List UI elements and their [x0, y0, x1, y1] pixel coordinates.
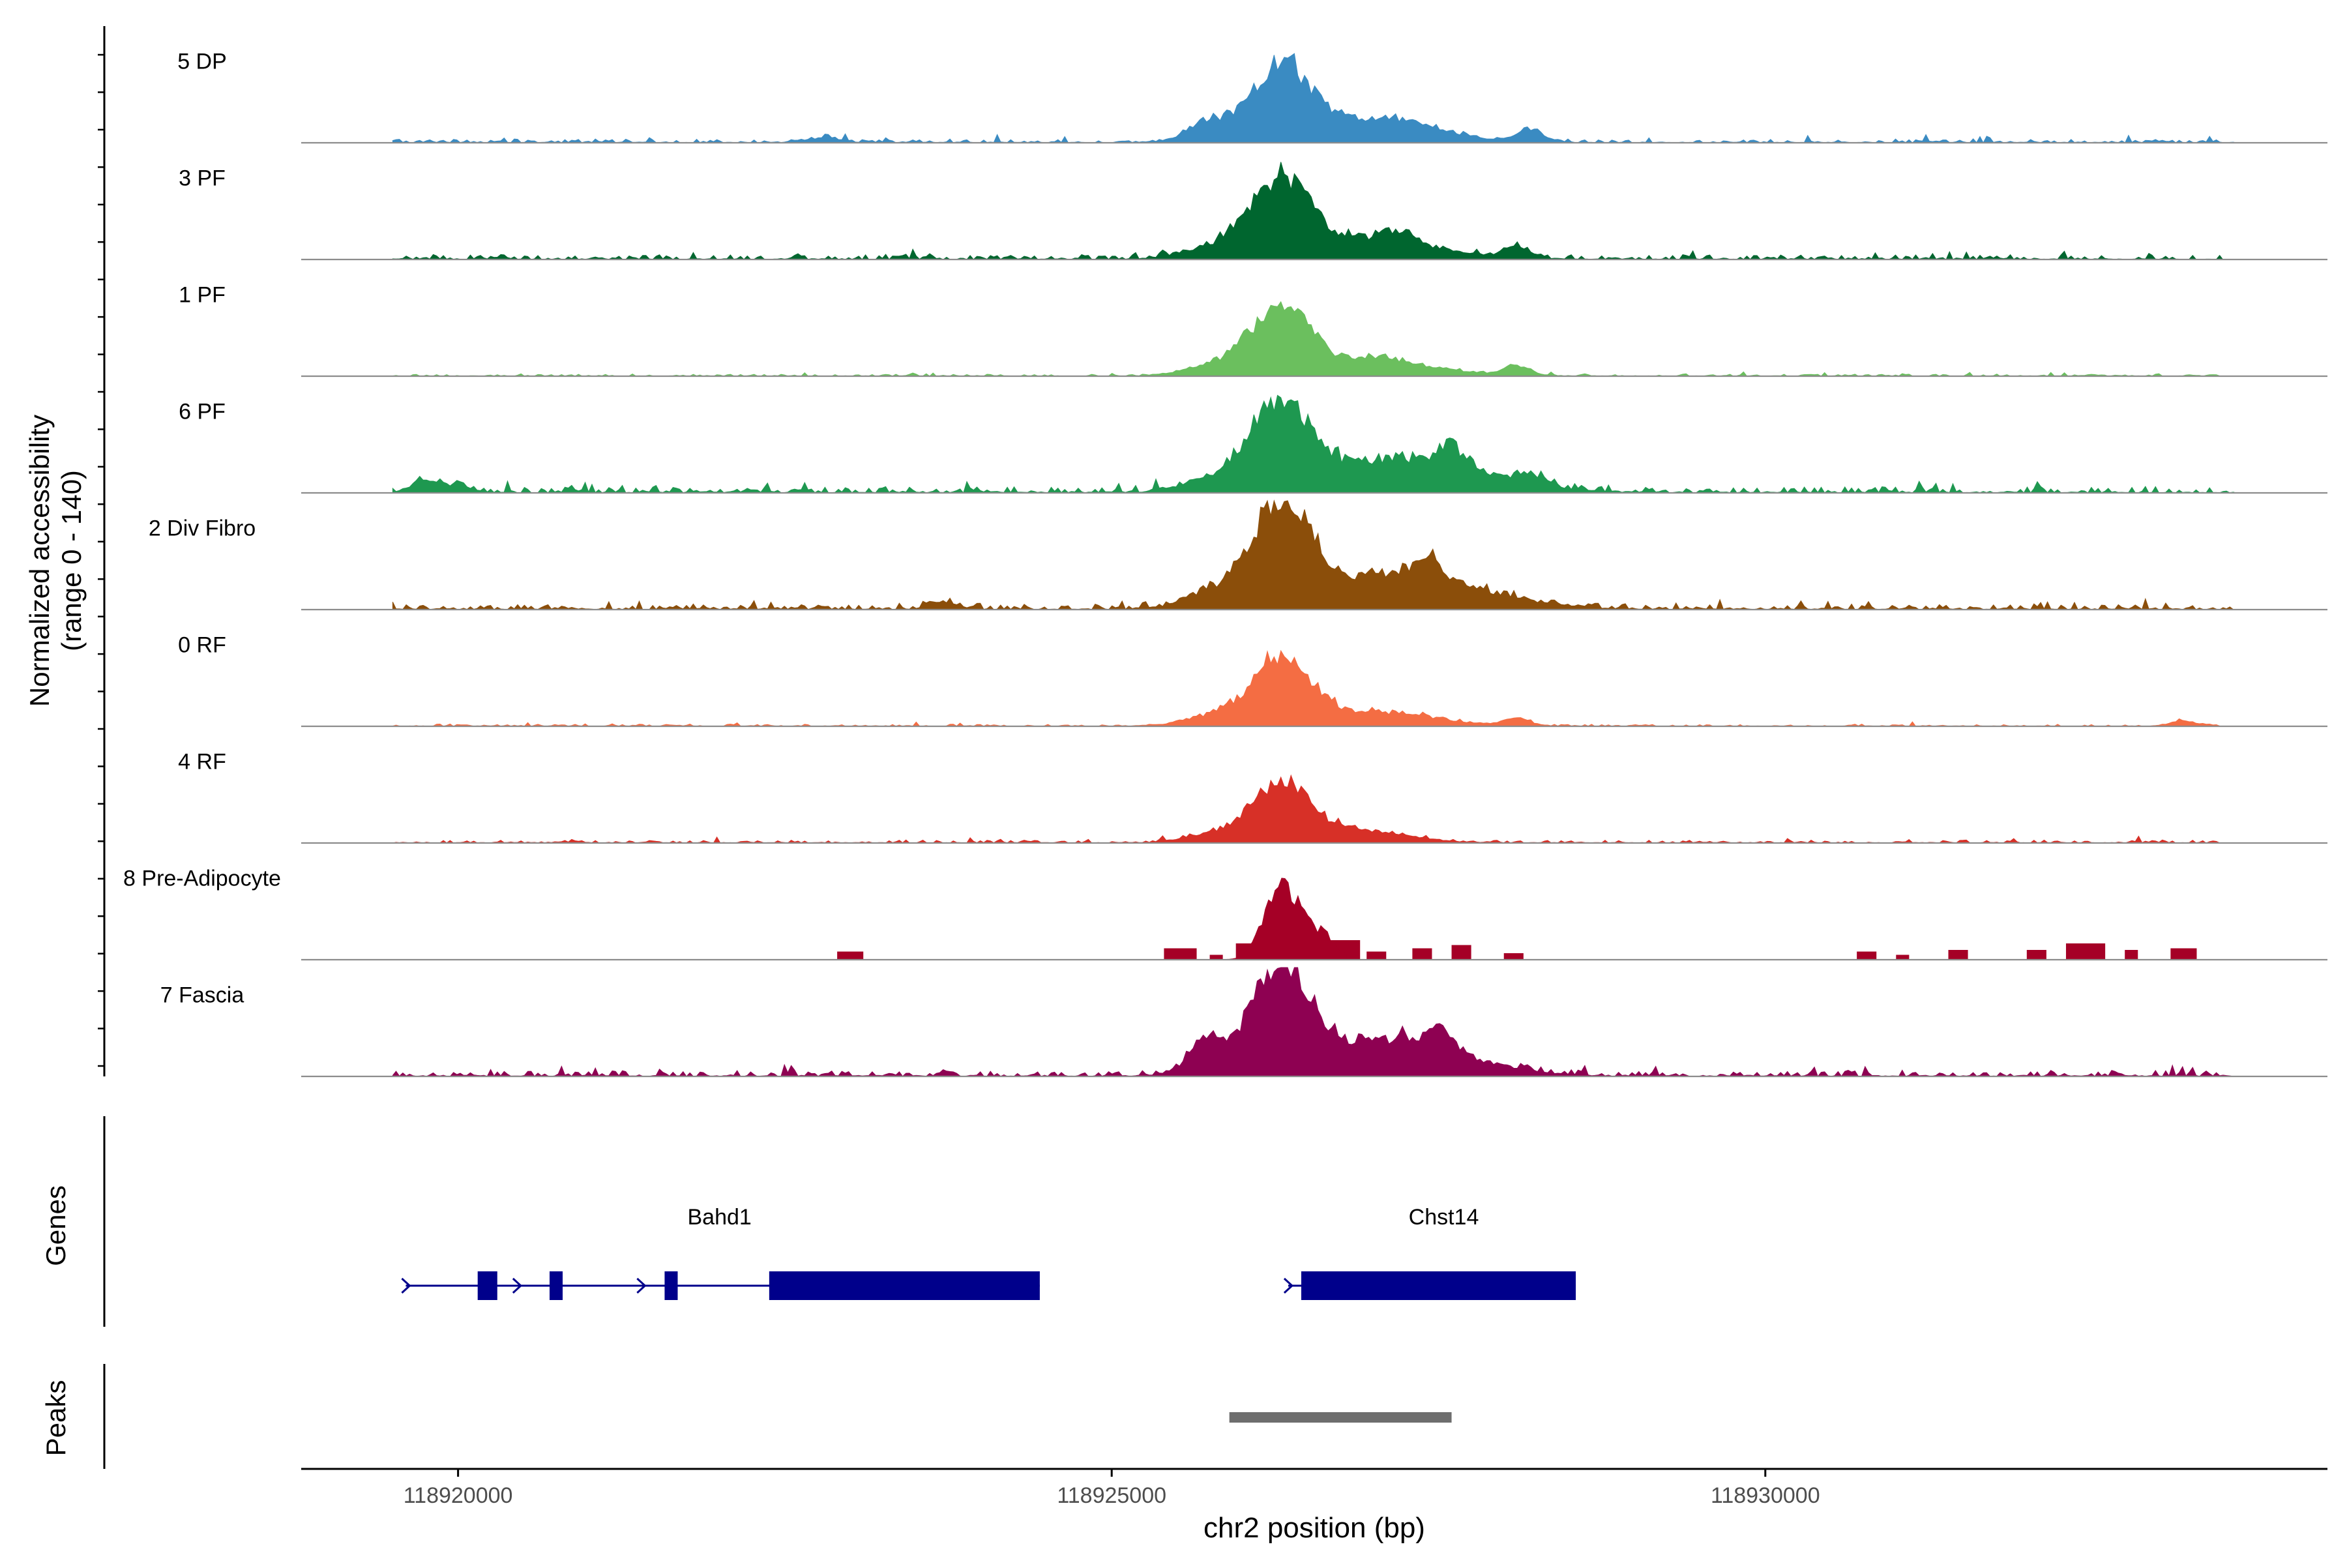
x-tick-label: 118930000 — [1711, 1483, 1820, 1508]
genes-panel-label: Genes — [40, 1185, 71, 1266]
track-label: 2 Div Fibro — [149, 516, 256, 541]
gene-label: Bahd1 — [687, 1205, 751, 1230]
track-label: 5 DP — [177, 50, 227, 74]
track-label: 4 RF — [178, 750, 226, 775]
gene-exon — [549, 1271, 563, 1300]
coverage-block — [2170, 948, 2197, 960]
gene-bahd1: Bahd1 — [401, 1205, 1040, 1300]
track-2-div-fibro: 2 Div Fibro — [149, 499, 2327, 611]
y-axis-label-range: (range 0 - 140) — [56, 470, 87, 651]
coverage-block — [1896, 954, 1910, 960]
y-axis-label: Normalized accessibility — [24, 415, 55, 707]
track-1-pf: 1 PF — [179, 283, 2327, 377]
coverage-block — [1503, 953, 1524, 960]
coverage-block — [837, 951, 864, 960]
track-3-pf: 3 PF — [179, 162, 2327, 261]
coverage-block — [2065, 943, 2106, 960]
coverage-block — [2026, 950, 2046, 960]
gene-layer: Bahd1 Chst14 — [401, 1205, 1576, 1300]
track-5-dp: 5 DP — [177, 50, 2327, 144]
track-label: 7 Fascia — [160, 983, 244, 1008]
track-label: 3 PF — [179, 166, 226, 191]
track-7-fascia: 7 Fascia — [160, 967, 2327, 1078]
peak-bar — [1229, 1412, 1452, 1423]
coverage-area — [392, 394, 2236, 494]
x-tick-label: 118925000 — [1057, 1483, 1166, 1508]
x-tick-label: 118920000 — [404, 1483, 513, 1508]
track-label: 6 PF — [179, 400, 226, 424]
coverage-area — [392, 499, 2236, 610]
track-label: 1 PF — [179, 283, 226, 308]
strand-arrow — [401, 1277, 411, 1294]
track-6-pf: 6 PF — [179, 394, 2327, 494]
peaks-panel-label: Peaks — [40, 1380, 71, 1457]
track-label: 0 RF — [178, 633, 226, 658]
coverage-area — [392, 53, 2236, 144]
coverage-peak — [1216, 878, 1348, 960]
gene-chst14: Chst14 — [1283, 1205, 1576, 1300]
coverage-block — [1948, 950, 1968, 960]
track-4-rf: 4 RF — [178, 750, 2327, 844]
gene-exon — [664, 1271, 678, 1300]
track-0-rf: 0 RF — [178, 633, 2327, 728]
coverage-block — [1451, 945, 1471, 960]
strand-arrow — [1283, 1277, 1294, 1294]
coverage-block — [1164, 948, 1197, 960]
x-axis-label: chr2 position (bp) — [1203, 1512, 1425, 1544]
track-label: 8 Pre-Adipocyte — [123, 866, 281, 891]
gene-label: Chst14 — [1409, 1205, 1479, 1230]
tracks-layer: 5 DP 3 PF 1 PF 6 PF 2 Div Fibro 0 RF 4 RF 8 Pre… — [123, 50, 2327, 1078]
coverage-area — [392, 162, 2224, 260]
coverage-block — [1857, 951, 1877, 960]
track-8-pre-adipocyte: 8 Pre-Adipocyte — [123, 866, 2327, 961]
coverage-block — [1209, 954, 1223, 960]
strand-arrow — [636, 1277, 647, 1294]
gene-exon — [1301, 1271, 1576, 1300]
strand-arrow — [512, 1277, 523, 1294]
axis-layer: Normalized accessibility (range 0 - 140)… — [24, 26, 2327, 1544]
coverage-block — [1412, 948, 1432, 960]
gene-exon — [477, 1271, 497, 1300]
coverage-area — [392, 649, 2223, 727]
coverage-area — [392, 967, 2236, 1077]
coverage-block — [2125, 950, 2138, 960]
coverage-area — [392, 301, 2223, 377]
gene-exon — [769, 1271, 1040, 1300]
peak-layer — [1229, 1412, 1452, 1423]
coverage-area — [392, 774, 2223, 844]
coverage-block — [1366, 951, 1387, 960]
